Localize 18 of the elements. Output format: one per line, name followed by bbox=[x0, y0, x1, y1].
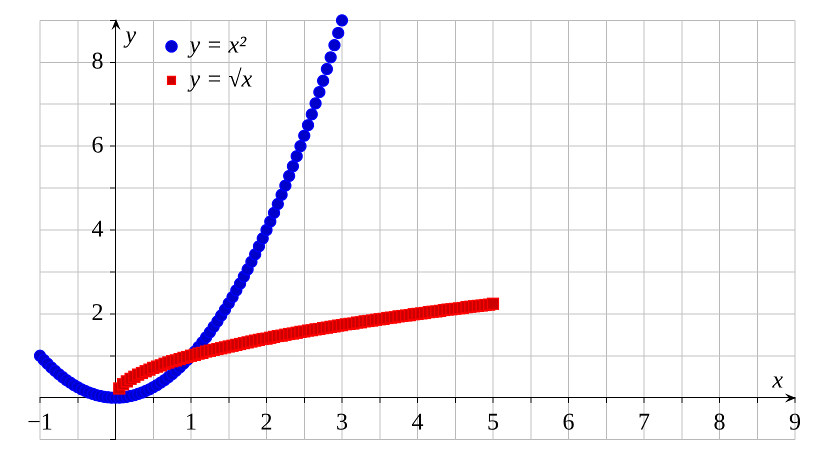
legend-label: y = x² bbox=[188, 32, 247, 59]
y-tick-label: 2 bbox=[92, 300, 104, 326]
y-tick-label: 8 bbox=[92, 48, 104, 75]
x-tick-label: 4 bbox=[412, 409, 424, 436]
x-tick-label: 8 bbox=[714, 409, 726, 436]
x-tick-label: 6 bbox=[562, 409, 574, 436]
x-tick-label: −1 bbox=[27, 409, 53, 436]
x-tick-label: 7 bbox=[638, 409, 650, 436]
x-tick-label: 5 bbox=[487, 409, 499, 436]
x-tick-label: 2 bbox=[260, 409, 272, 436]
x-tick-label: 1 bbox=[185, 409, 197, 436]
y-tick-label: 6 bbox=[92, 132, 104, 158]
y-axis-title: y bbox=[124, 22, 136, 49]
x-tick-label: 3 bbox=[336, 409, 348, 436]
x-tick-label: 9 bbox=[789, 409, 801, 436]
legend-label: y = √x bbox=[188, 66, 253, 93]
y-tick-label: 4 bbox=[92, 216, 104, 242]
x-axis-title: x bbox=[771, 368, 784, 394]
